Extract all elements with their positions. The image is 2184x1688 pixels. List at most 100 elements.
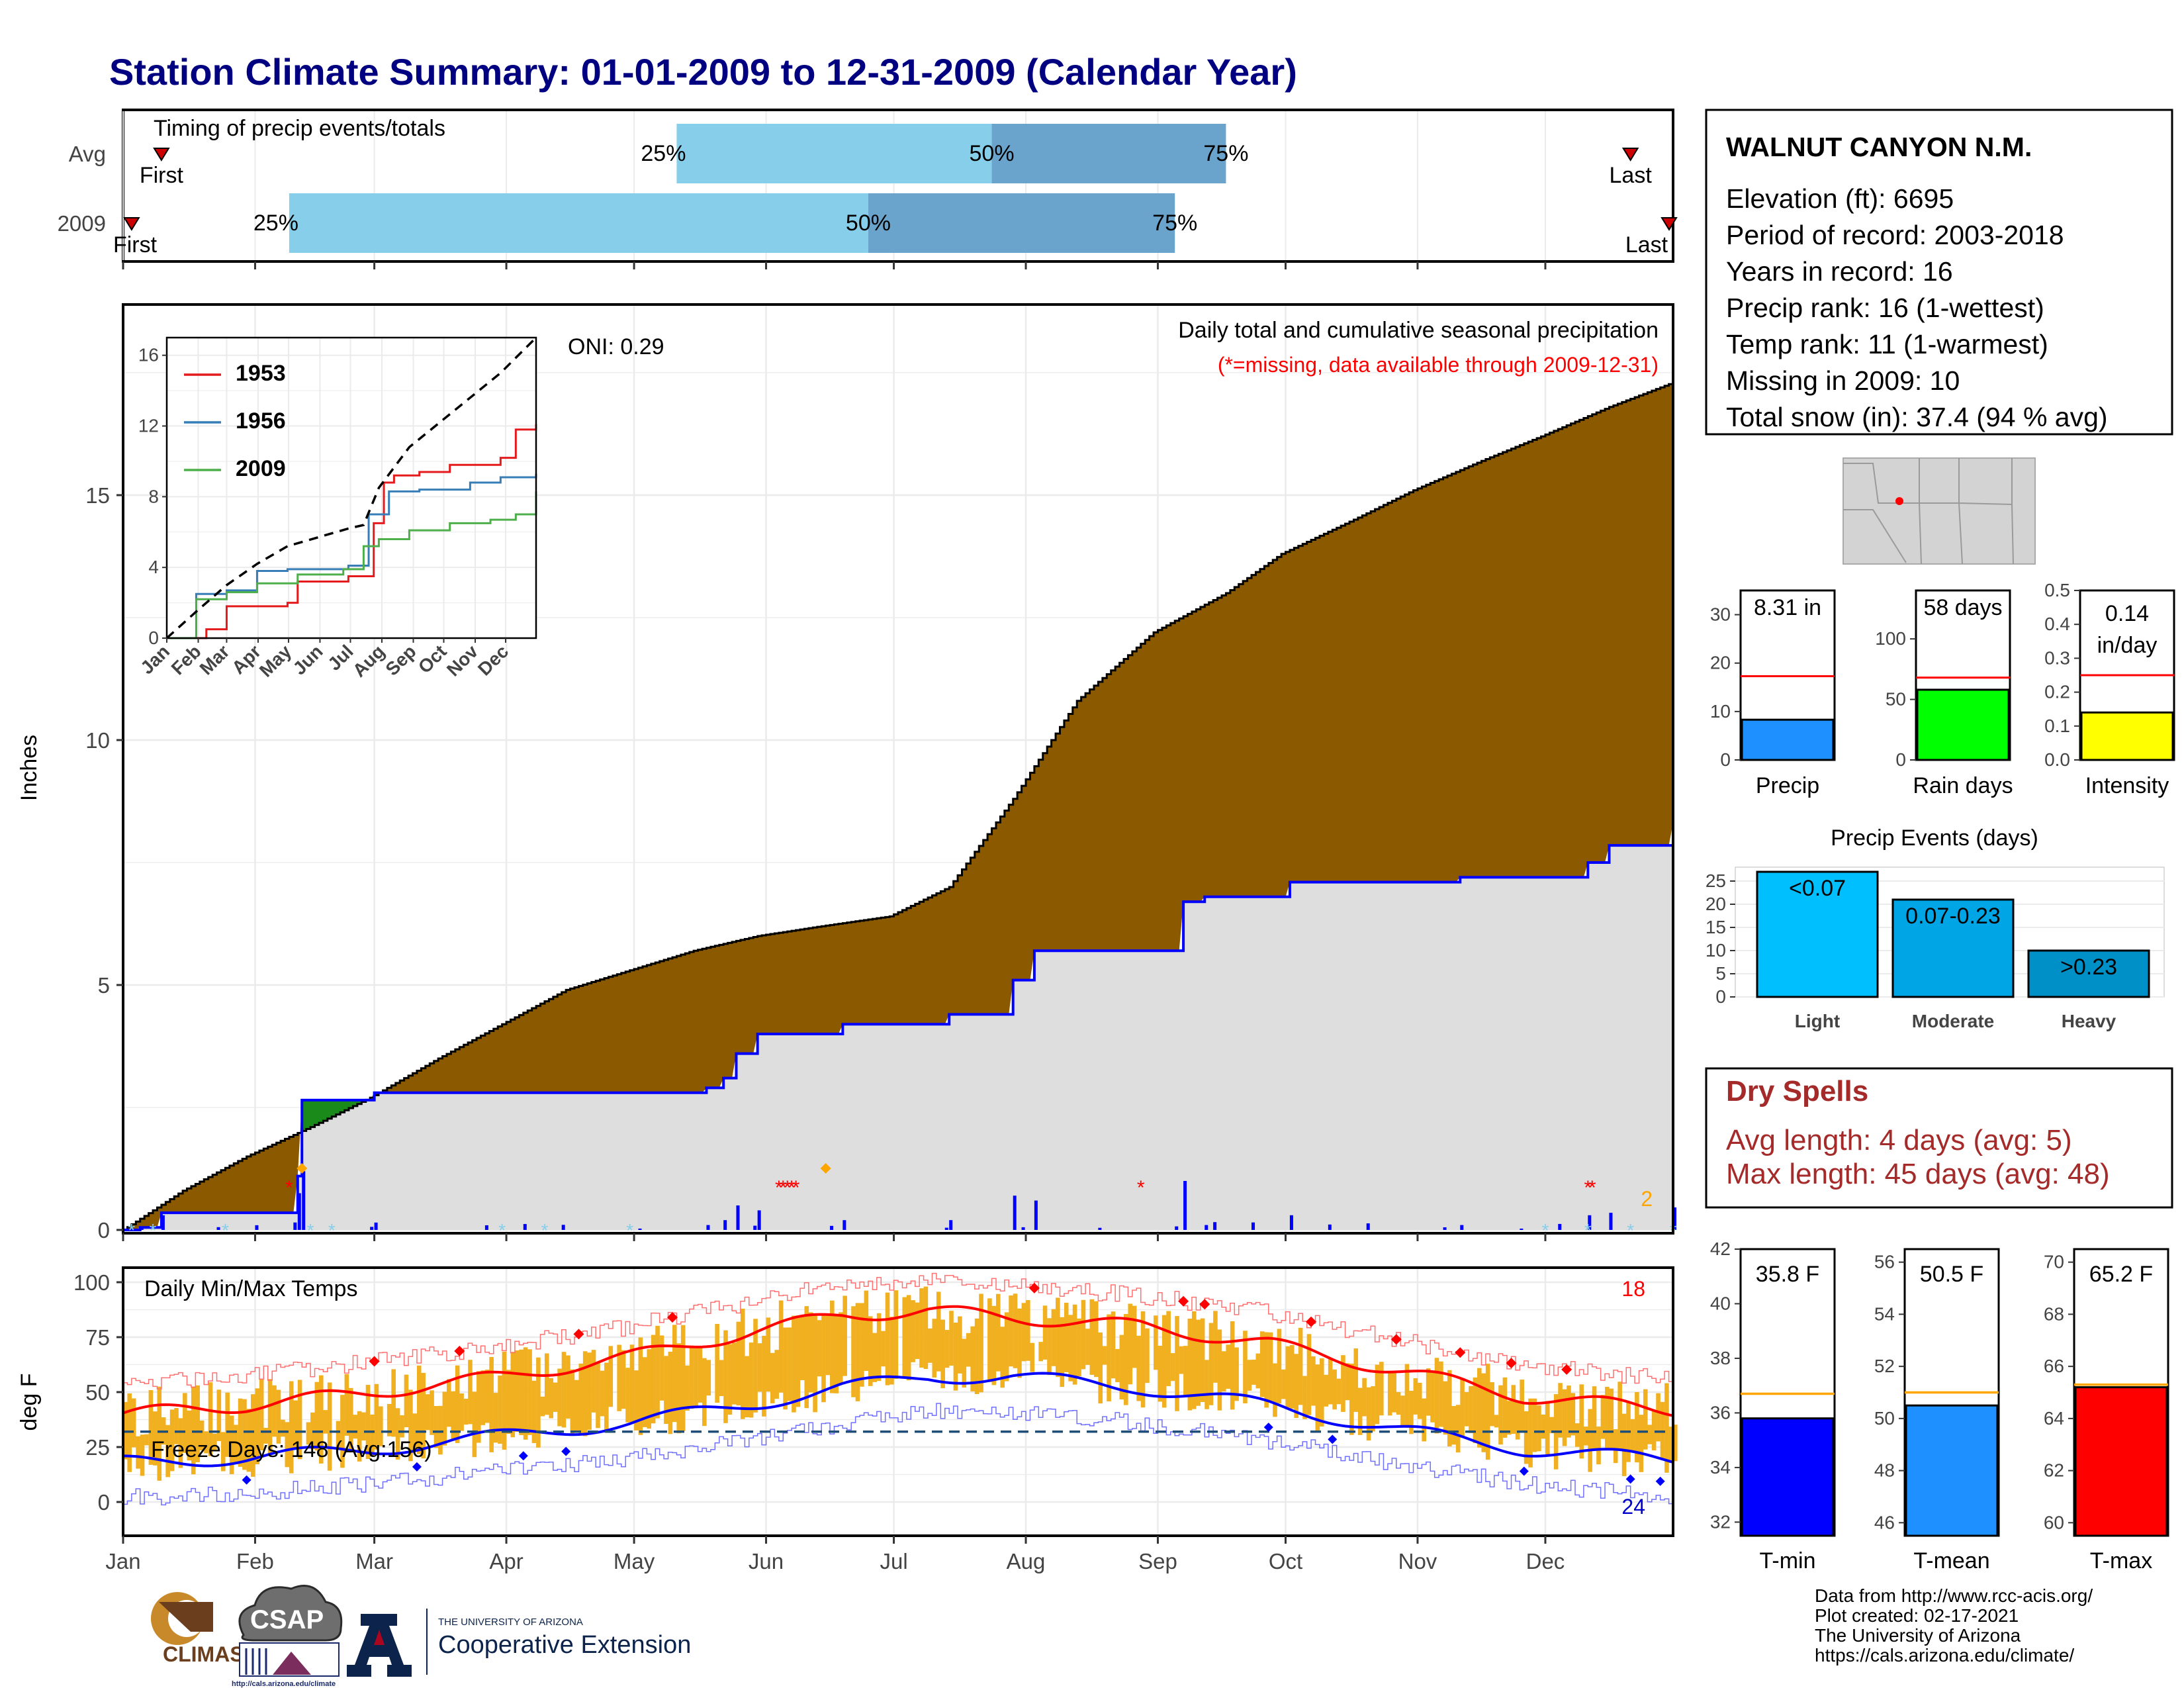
daily-temp-range-bar: [1179, 1346, 1184, 1374]
daily-temp-range-bar: [838, 1312, 843, 1385]
daily-temp-range-bar: [1328, 1359, 1333, 1405]
daily-temp-range-bar: [1315, 1364, 1320, 1432]
daily-temp-range-bar: [672, 1325, 677, 1423]
missing-day-marker: *: [779, 1177, 787, 1199]
daily-temp-range-bar: [1132, 1305, 1137, 1368]
daily-temp-range-bar: [962, 1338, 967, 1388]
daily-temp-range-bar: [1532, 1398, 1537, 1452]
temp-bar-tick-label: 40: [1710, 1293, 1731, 1313]
daily-temp-range-bar: [433, 1405, 439, 1448]
daily-temp-range-bar: [527, 1349, 532, 1435]
station-info-box: WALNUT CANYON N.M. Elevation (ft): 6695 P…: [1705, 109, 2173, 436]
daily-temp-range-bar: [395, 1408, 400, 1460]
daily-precip-bar: [1175, 1226, 1179, 1230]
daily-temp-range-bar: [1451, 1406, 1457, 1445]
snow-day-marker: *: [541, 1220, 549, 1241]
temp-bar-tick-label: 50: [1874, 1408, 1895, 1429]
record-low-marker: [1655, 1476, 1665, 1486]
daily-temp-range-bar: [404, 1374, 409, 1428]
daily-temp-range-bar: [872, 1333, 877, 1382]
month-label: May: [614, 1549, 655, 1573]
daily-precip-bar: [1460, 1225, 1464, 1230]
daily-precip-bar: [1021, 1227, 1025, 1230]
daily-temp-range-bar: [1439, 1361, 1443, 1427]
record-low-marker: [1519, 1466, 1529, 1476]
daily-temp-range-bar: [787, 1327, 792, 1401]
daily-temp-range-bar: [289, 1381, 294, 1474]
daily-temp-range-bar: [608, 1346, 614, 1407]
station-info-frame: [1705, 109, 2173, 436]
daily-temp-range-bar: [1243, 1331, 1248, 1403]
daily-temp-range-bar: [498, 1375, 502, 1444]
daily-temp-range-bar: [923, 1286, 929, 1370]
daily-temp-range-bar: [1341, 1355, 1345, 1412]
daily-temp-range-bar: [566, 1355, 570, 1419]
station-info-line: Elevation (ft): 6695: [1726, 183, 1954, 214]
daily-temp-range-bar: [136, 1436, 140, 1469]
daily-temp-range-bar: [1107, 1314, 1111, 1401]
climas-logo-text: CLIMAS: [163, 1642, 244, 1666]
record-low-marker: [1328, 1434, 1338, 1444]
daily-temp-range-bar: [842, 1295, 847, 1376]
daily-temp-range-bar: [587, 1352, 592, 1430]
daily-temp-range-bar: [1289, 1344, 1295, 1409]
daily-temp-range-bar: [1115, 1348, 1120, 1383]
daily-temp-range-bar: [919, 1288, 924, 1368]
first-event-marker: [153, 148, 170, 162]
temp-bar-tick-label: 56: [1874, 1252, 1895, 1272]
daily-precip-bar: [1588, 1215, 1592, 1230]
daily-temp-range-bar: [911, 1300, 915, 1362]
daily-temp-range-bar: [953, 1323, 958, 1391]
month-label: Aug: [1007, 1549, 1046, 1573]
daily-temp-range-bar: [408, 1389, 413, 1462]
observed-cumulative-line: [123, 823, 1674, 1231]
map-background: [1843, 457, 2036, 565]
daily-temp-range-bar: [263, 1427, 268, 1444]
locator-map: [1843, 457, 2036, 565]
month-label: Mar: [355, 1549, 393, 1573]
daily-precip-bar: [753, 1225, 757, 1230]
daily-temp-range-bar: [246, 1409, 251, 1472]
daily-temp-range-bar: [1558, 1383, 1563, 1438]
precip-y-label: Inches: [17, 735, 42, 801]
daily-temp-range-bar: [353, 1415, 358, 1439]
daily-temp-range-bar: [1060, 1317, 1065, 1387]
month-label: Feb: [236, 1549, 274, 1573]
daily-temp-range-bar: [140, 1434, 145, 1476]
map-state-borders: [1843, 458, 2014, 565]
snow-day-marker: *: [1584, 1220, 1592, 1241]
daily-temp-range-bar: [1639, 1415, 1644, 1472]
daily-temp-range-bar: [1651, 1409, 1657, 1451]
snow-day-marker: *: [222, 1220, 229, 1241]
daily-temp-range-bar: [357, 1411, 362, 1462]
daily-temp-range-bar: [582, 1351, 588, 1436]
daily-temp-range-bar: [702, 1358, 707, 1427]
last-event-marker: [1661, 217, 1678, 231]
daily-temp-range-bar: [297, 1380, 302, 1460]
daily-temp-range-bar: [1353, 1348, 1359, 1412]
daily-temp-range-bar: [344, 1374, 349, 1436]
daily-temp-range-bar: [1259, 1331, 1265, 1397]
daily-temp-range-bar: [536, 1357, 541, 1448]
precip-count-label: 2: [1641, 1187, 1653, 1211]
daily-temp-range-bar: [365, 1385, 371, 1459]
daily-temp-range-bar: [906, 1295, 911, 1381]
daily-temp-range-bar: [1567, 1385, 1571, 1438]
daily-temp-range-bar: [1660, 1401, 1665, 1458]
events-bar-label: >0.23: [2060, 955, 2117, 980]
daily-temp-range-bar: [574, 1380, 579, 1432]
daily-temp-range-bar: [259, 1379, 264, 1451]
daily-temp-range-bar: [1068, 1315, 1073, 1382]
events-category-label: Heavy: [2062, 1011, 2116, 1031]
daily-temp-range-bar: [1349, 1364, 1354, 1435]
dry-spells-frame: [1705, 1067, 2173, 1209]
daily-temp-range-bar: [1302, 1376, 1307, 1419]
daily-temp-range-bar: [1647, 1425, 1652, 1444]
daily-precip-bar: [1558, 1223, 1562, 1230]
mini-bar-tick-label: 0.4: [2044, 614, 2070, 634]
record-low-marker: [242, 1475, 251, 1485]
daily-temp-range-bar: [940, 1319, 945, 1389]
daily-temp-range-bar: [1643, 1389, 1648, 1450]
events-bar-heavy: [2027, 949, 2150, 998]
events-y-tick-label: 15: [1706, 917, 1726, 937]
